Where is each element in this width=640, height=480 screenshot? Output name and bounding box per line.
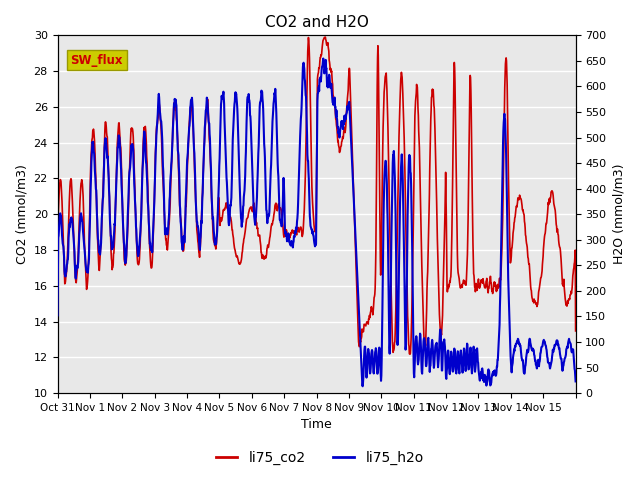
Text: SW_flux: SW_flux	[70, 54, 123, 67]
Y-axis label: CO2 (mmol/m3): CO2 (mmol/m3)	[15, 164, 28, 264]
Legend: li75_co2, li75_h2o: li75_co2, li75_h2o	[211, 445, 429, 471]
X-axis label: Time: Time	[301, 419, 332, 432]
Y-axis label: H2O (mmol/m3): H2O (mmol/m3)	[612, 164, 625, 264]
Title: CO2 and H2O: CO2 and H2O	[264, 15, 369, 30]
